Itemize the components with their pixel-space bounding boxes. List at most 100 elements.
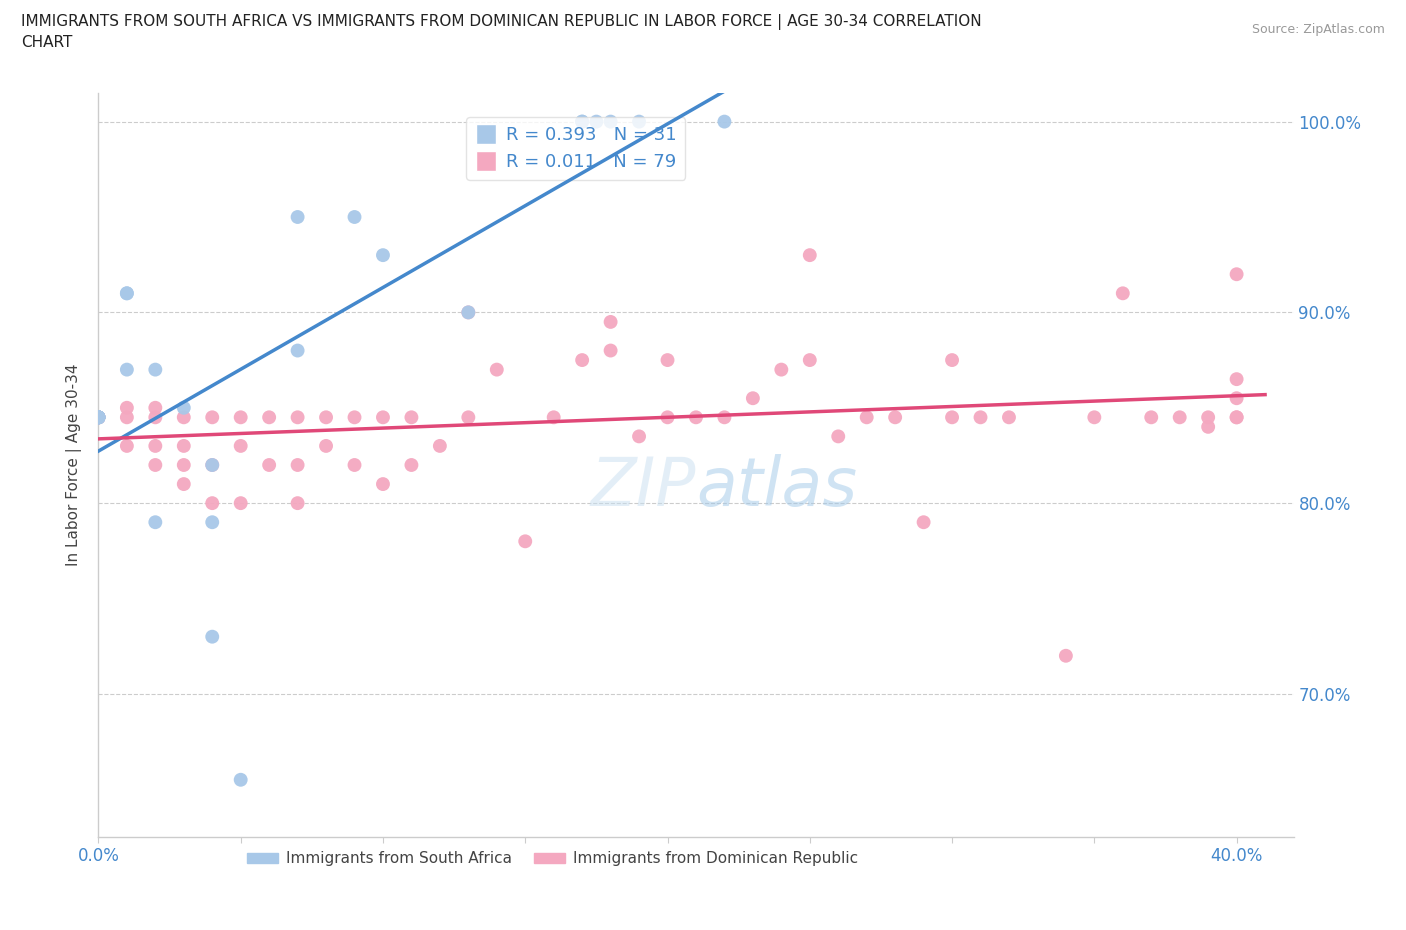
- Point: [941, 352, 963, 367]
- Point: [371, 247, 394, 262]
- Point: [173, 410, 195, 425]
- Point: [115, 438, 138, 453]
- Point: [143, 438, 166, 453]
- Point: [827, 429, 849, 444]
- Point: [229, 438, 252, 453]
- Point: [371, 410, 394, 425]
- Point: [599, 314, 621, 329]
- Point: [229, 496, 252, 511]
- Point: [770, 362, 793, 377]
- Point: [884, 410, 907, 425]
- Point: [1197, 410, 1219, 425]
- Point: [401, 410, 423, 425]
- Point: [457, 305, 479, 320]
- Point: [201, 630, 224, 644]
- Point: [315, 410, 337, 425]
- Point: [1140, 410, 1163, 425]
- Point: [628, 429, 651, 444]
- Point: [143, 458, 166, 472]
- Point: [685, 410, 707, 425]
- Point: [315, 438, 337, 453]
- Point: [87, 410, 110, 425]
- Point: [229, 772, 252, 787]
- Point: [1054, 648, 1077, 663]
- Point: [115, 400, 138, 415]
- Point: [941, 410, 963, 425]
- Point: [87, 410, 110, 425]
- Point: [457, 410, 479, 425]
- Point: [799, 247, 821, 262]
- Point: [401, 458, 423, 472]
- Point: [969, 410, 991, 425]
- Point: [799, 352, 821, 367]
- Point: [1197, 419, 1219, 434]
- Point: [87, 410, 110, 425]
- Point: [143, 515, 166, 530]
- Point: [543, 410, 565, 425]
- Point: [1226, 410, 1249, 425]
- Point: [115, 362, 138, 377]
- Point: [201, 458, 224, 472]
- Point: [87, 410, 110, 425]
- Point: [257, 458, 280, 472]
- Point: [585, 114, 607, 129]
- Point: [599, 343, 621, 358]
- Point: [201, 410, 224, 425]
- Point: [628, 114, 651, 129]
- Point: [201, 458, 224, 472]
- Point: [87, 410, 110, 425]
- Point: [87, 410, 110, 425]
- Point: [257, 410, 280, 425]
- Y-axis label: In Labor Force | Age 30-34: In Labor Force | Age 30-34: [66, 364, 83, 566]
- Point: [713, 114, 735, 129]
- Point: [1226, 410, 1249, 425]
- Point: [571, 114, 593, 129]
- Point: [343, 209, 366, 224]
- Point: [287, 458, 309, 472]
- Point: [87, 410, 110, 425]
- Point: [287, 343, 309, 358]
- Point: [1112, 286, 1135, 300]
- Point: [1168, 410, 1191, 425]
- Point: [115, 410, 138, 425]
- Point: [87, 410, 110, 425]
- Point: [1226, 267, 1249, 282]
- Point: [87, 410, 110, 425]
- Point: [457, 305, 479, 320]
- Point: [287, 209, 309, 224]
- Point: [1226, 391, 1249, 405]
- Point: [429, 438, 451, 453]
- Point: [173, 477, 195, 492]
- Point: [343, 458, 366, 472]
- Point: [143, 362, 166, 377]
- Point: [173, 400, 195, 415]
- Point: [912, 515, 935, 530]
- Point: [143, 410, 166, 425]
- Point: [173, 458, 195, 472]
- Point: [115, 286, 138, 300]
- Point: [229, 410, 252, 425]
- Text: Source: ZipAtlas.com: Source: ZipAtlas.com: [1251, 23, 1385, 36]
- Text: CHART: CHART: [21, 35, 73, 50]
- Point: [1083, 410, 1105, 425]
- Point: [115, 286, 138, 300]
- Text: ZIP: ZIP: [591, 455, 696, 520]
- Point: [998, 410, 1021, 425]
- Point: [87, 410, 110, 425]
- Point: [201, 496, 224, 511]
- Legend: Immigrants from South Africa, Immigrants from Dominican Republic: Immigrants from South Africa, Immigrants…: [242, 845, 863, 872]
- Point: [485, 362, 508, 377]
- Point: [143, 400, 166, 415]
- Point: [87, 410, 110, 425]
- Text: IMMIGRANTS FROM SOUTH AFRICA VS IMMIGRANTS FROM DOMINICAN REPUBLIC IN LABOR FORC: IMMIGRANTS FROM SOUTH AFRICA VS IMMIGRAN…: [21, 14, 981, 30]
- Point: [87, 410, 110, 425]
- Point: [713, 410, 735, 425]
- Point: [571, 114, 593, 129]
- Point: [741, 391, 763, 405]
- Point: [515, 534, 537, 549]
- Point: [87, 410, 110, 425]
- Point: [657, 352, 679, 367]
- Point: [371, 477, 394, 492]
- Point: [571, 352, 593, 367]
- Point: [657, 410, 679, 425]
